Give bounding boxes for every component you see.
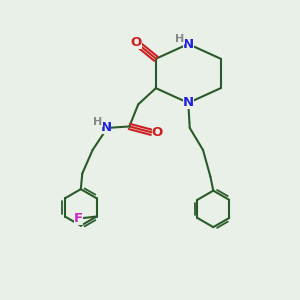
Text: O: O	[152, 126, 163, 139]
Text: F: F	[74, 212, 82, 224]
Text: N: N	[100, 122, 111, 134]
Text: H: H	[176, 34, 185, 44]
Text: N: N	[183, 96, 194, 110]
Text: O: O	[130, 36, 142, 49]
Text: H: H	[93, 117, 103, 127]
Text: N: N	[183, 38, 194, 50]
